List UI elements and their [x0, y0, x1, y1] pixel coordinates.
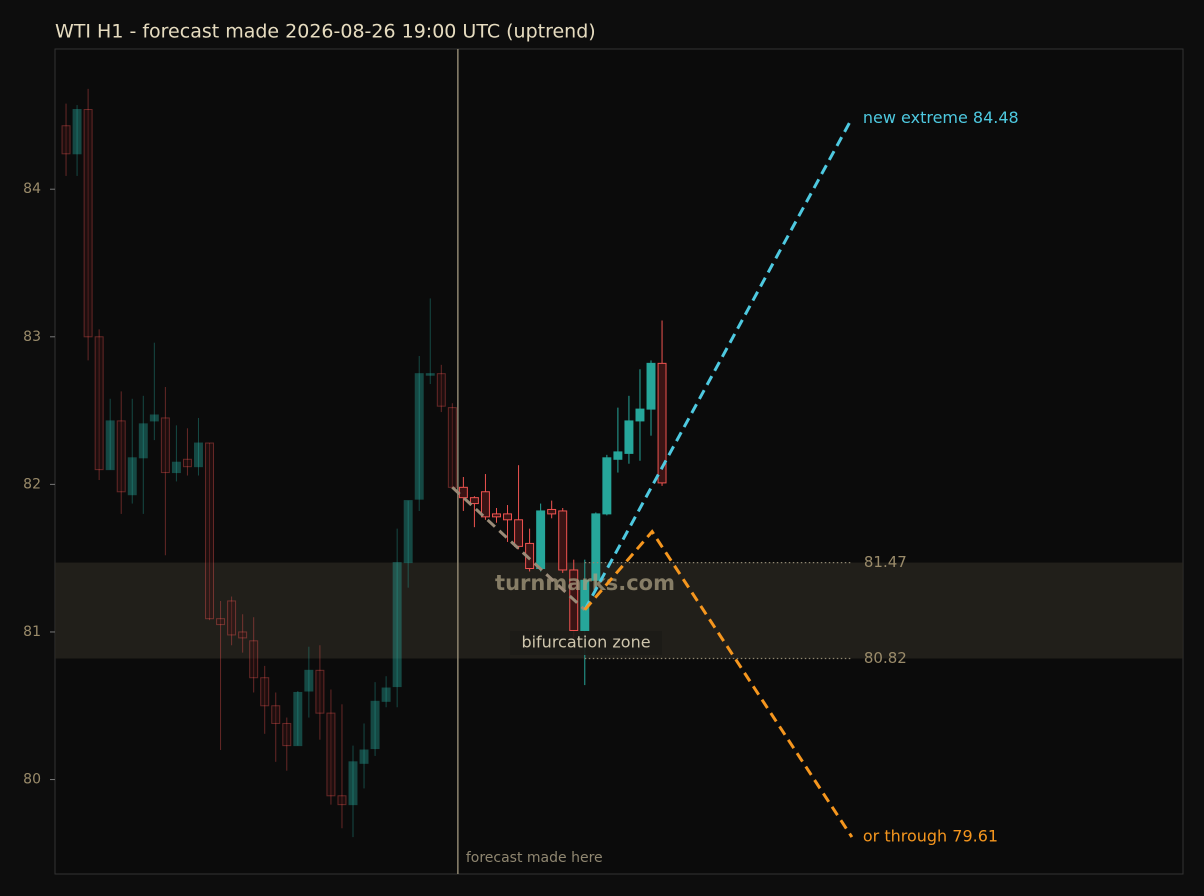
candle-body: [182, 458, 192, 468]
candle-body: [657, 362, 667, 484]
candle-body: [536, 510, 546, 569]
candle-body: [315, 669, 325, 714]
candle-body: [635, 408, 645, 422]
candle-body: [194, 442, 203, 468]
y-tick-label: 84: [23, 181, 41, 197]
candle-body: [646, 362, 656, 410]
zone-label: bifurcation zone: [521, 633, 650, 652]
y-tick-label: 81: [23, 624, 41, 640]
candle-body: [127, 457, 137, 496]
candle-body: [83, 109, 93, 338]
candle-body: [249, 640, 259, 679]
candle-body: [205, 442, 214, 620]
candle-body: [480, 491, 490, 518]
candle-body: [381, 687, 391, 702]
forecast-label: forecast made here: [466, 850, 603, 866]
forecast-path: [583, 117, 854, 611]
zone-label-bg: [510, 631, 662, 655]
candle-body: [403, 500, 413, 564]
candle-body: [359, 749, 369, 764]
forecast-path: [583, 529, 854, 838]
candle-body: [613, 451, 623, 460]
zone-low-label: 80.82: [864, 649, 907, 667]
candle-body: [216, 618, 226, 626]
candle-body: [160, 417, 170, 474]
candle-body: [547, 508, 557, 515]
candle-body: [138, 423, 148, 459]
path-label: new extreme 84.48: [863, 108, 1019, 127]
candle-body: [414, 373, 424, 500]
candle-body: [326, 712, 336, 797]
plot-frame: [54, 48, 1184, 875]
candle-body: [503, 513, 512, 521]
candle-body: [624, 420, 634, 454]
candle-body: [469, 497, 479, 505]
candle-body: [293, 691, 303, 747]
watermark: turnmarks.com: [495, 571, 675, 595]
candle-body: [149, 414, 159, 422]
candle-body: [227, 600, 237, 636]
candle-body: [116, 420, 126, 493]
forecast-path: [451, 486, 586, 611]
candle-body: [260, 677, 270, 707]
candle-body: [392, 562, 402, 688]
zone-high-label: 81.47: [864, 553, 907, 571]
y-tick-label: 80: [23, 772, 41, 788]
candle-body: [171, 461, 181, 474]
candle-body: [304, 669, 314, 692]
path-label: or through 79.61: [863, 827, 998, 846]
candle-body: [602, 457, 612, 515]
candle-body: [282, 722, 292, 747]
candle-body: [61, 125, 71, 155]
candle-body: [591, 513, 601, 581]
candle-body: [271, 705, 281, 724]
candle-body: [447, 407, 457, 488]
candle-body: [94, 336, 104, 471]
candle-body: [348, 761, 358, 806]
candle-body: [238, 631, 248, 639]
candle-body: [436, 373, 446, 407]
candle-body: [105, 420, 115, 471]
candle-body: [458, 486, 468, 499]
y-tick-label: 82: [23, 476, 41, 492]
candle-body: [370, 700, 380, 750]
chart-title: WTI H1 - forecast made 2026-08-26 19:00 …: [55, 21, 596, 43]
candle-body: [558, 510, 568, 571]
candle-body: [425, 373, 435, 376]
candle-body: [337, 795, 347, 806]
candle-body: [492, 513, 501, 518]
candle-body: [72, 109, 82, 155]
y-tick-label: 83: [23, 329, 41, 345]
candle-body: [514, 519, 524, 547]
